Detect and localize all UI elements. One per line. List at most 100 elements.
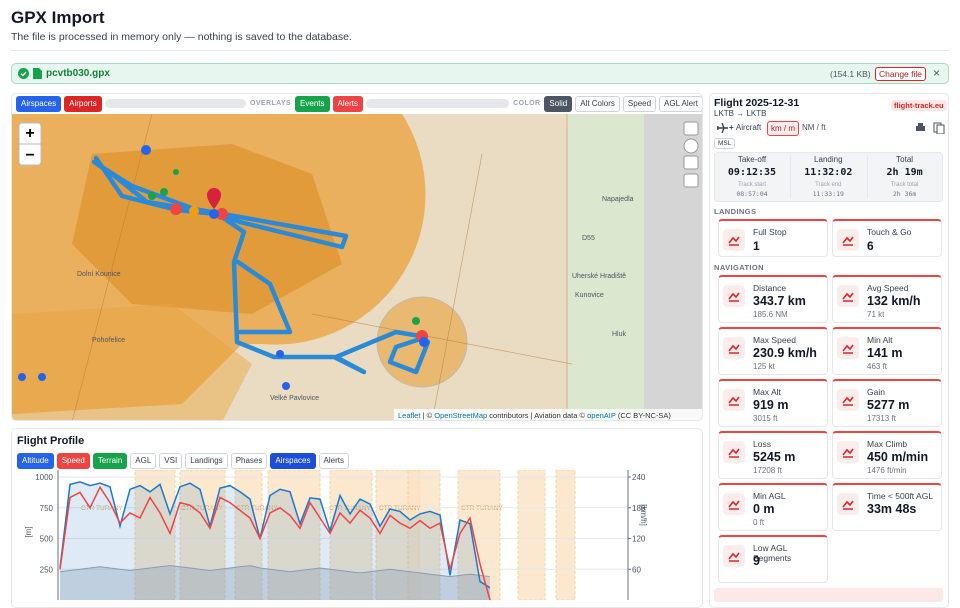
change-file-button[interactable]: Change file: [875, 67, 927, 81]
profile-toggle[interactable]: VSI: [159, 453, 183, 469]
icon-shape: [728, 500, 740, 510]
airspace-label: CTR TURANY: [379, 505, 421, 512]
map[interactable]: + − Napajedla D55 Uherské Hradiště Kunovice Hl…: [12, 114, 703, 421]
y-tick-label: 500: [40, 535, 54, 544]
card-value: 33m 48s: [867, 502, 917, 516]
card-value: 141 m: [867, 346, 903, 360]
series-line: [59, 565, 491, 578]
time-label: Take-off: [737, 155, 767, 164]
unit-imperial[interactable]: NM / ft: [802, 123, 826, 132]
time-sub-label: Track start: [737, 182, 767, 188]
icon-shape: [842, 236, 854, 246]
card-label: Max Speed: [753, 335, 796, 345]
icon-shape: [728, 396, 740, 406]
icon-glyph: [728, 396, 740, 406]
profile-toggle[interactable]: Altitude: [17, 453, 54, 469]
card-label: Low AGL Segments: [753, 543, 792, 563]
color-mode[interactable]: AGL Alert: [659, 95, 702, 112]
stat-card: Gain 5277 m 17313 ft: [832, 379, 942, 427]
col-divider: [866, 156, 868, 198]
card-sub: 3015 ft: [753, 414, 778, 423]
place-label: Velké Pavlovice: [270, 395, 319, 402]
color-mode[interactable]: Solid: [544, 95, 573, 112]
icon-glyph: [842, 236, 854, 246]
plane-icon: [717, 123, 728, 133]
stat-card: Min Alt 141 m 463 ft: [832, 327, 942, 375]
time-label: Total: [896, 155, 914, 164]
check-icon: [18, 68, 29, 79]
icon-shape: [728, 344, 740, 354]
zoom-in[interactable]: +: [25, 125, 34, 142]
file-name: pcvtb030.gpx: [46, 68, 110, 79]
profile-toggle[interactable]: Speed: [56, 453, 90, 469]
color-mode[interactable]: Alt Colors: [575, 95, 620, 112]
page-title: GPX Import: [11, 8, 105, 27]
attribution-part[interactable]: Leaflet: [398, 411, 421, 420]
card-icon: [837, 337, 859, 359]
profile-toggle[interactable]: AGL: [130, 453, 157, 469]
profile-toggle[interactable]: Alerts: [318, 453, 349, 469]
profile-toggle[interactable]: Landings: [185, 453, 228, 469]
card-value: 6: [867, 239, 874, 253]
icon-glyph: [728, 500, 740, 510]
aircraft-text: Aircraft: [735, 123, 762, 132]
time-value: 11:32:02: [804, 167, 853, 178]
toolbar-label: COLOR: [513, 100, 541, 107]
overlay-toggle[interactable]: Alerts: [332, 95, 363, 112]
attribution-part[interactable]: OpenStreetMap: [432, 411, 487, 420]
layer-toggle[interactable]: Airports: [64, 95, 102, 112]
card-label: Gain: [867, 387, 885, 397]
profile-toggle[interactable]: Airspaces: [270, 453, 316, 469]
source-badge[interactable]: flight-track.eu: [891, 100, 947, 111]
map-toolbar: Airspaces Airports OVERLAYS Events Alerts COL…: [16, 95, 702, 112]
stat-card: Min AGL 0 m 0 ft: [718, 483, 828, 531]
airspace-band: [555, 470, 576, 600]
series-line: [59, 485, 491, 600]
card-label: Distance: [753, 283, 787, 293]
airspace-band: [517, 470, 546, 600]
series-area: [60, 481, 490, 600]
times-box: [714, 152, 943, 202]
y2-tick-label: 240: [632, 473, 646, 482]
airspace-band: [179, 470, 226, 600]
overlay-toggle[interactable]: Events: [295, 95, 330, 112]
zoom-out[interactable]: −: [25, 147, 34, 164]
profile-toggle[interactable]: Terrain: [92, 453, 128, 469]
stat-card: Avg Speed 132 km/h 71 kt: [832, 275, 942, 323]
card-icon: [837, 441, 859, 463]
print-copy-icons[interactable]: [915, 122, 945, 134]
card-sub: 185.6 NM: [753, 310, 788, 319]
stat-card: Max Alt 919 m 3015 ft: [718, 379, 828, 427]
layer-toggle[interactable]: Airspaces: [16, 95, 62, 112]
icon-glyph: [842, 448, 854, 458]
icon-glyph: [842, 500, 854, 510]
airspace-label: CTR TURANY: [236, 505, 278, 512]
card-sub: 1476 ft/min: [867, 466, 907, 475]
icon-glyph: [728, 552, 740, 562]
card-value: 9: [753, 554, 760, 568]
airspace-label: CTR TURANY: [81, 505, 123, 512]
close-button[interactable]: ×: [933, 66, 941, 80]
stat-card: Distance 343.7 km 185.6 NM: [718, 275, 828, 323]
time-sub-value: 2h 36m: [892, 190, 917, 198]
landing-card: Full Stop 1: [718, 219, 828, 257]
landing-card: Touch & Go 6: [832, 219, 942, 257]
icon-glyph: [728, 236, 740, 246]
card-icon: [723, 441, 745, 463]
section-label: NAVIGATION: [714, 263, 764, 272]
unit-metric[interactable]: km / m: [767, 121, 799, 136]
card-sub: 125 kt: [753, 362, 775, 371]
icon-shape: [728, 552, 740, 562]
card-icon: [723, 285, 745, 307]
file-icon: [33, 68, 42, 79]
card-label: Full Stop: [753, 227, 787, 237]
stat-card: Loss 5245 m 17208 ft: [718, 431, 828, 479]
profile-toggle[interactable]: Phases: [230, 453, 268, 469]
attribution-part[interactable]: openAIP: [585, 411, 616, 420]
datum-toggle[interactable]: MSL: [714, 138, 736, 149]
airspace-band: [134, 470, 176, 600]
card-sub: 17313 ft: [867, 414, 896, 423]
icon-shape: [728, 448, 740, 458]
color-mode[interactable]: Speed: [622, 95, 657, 112]
